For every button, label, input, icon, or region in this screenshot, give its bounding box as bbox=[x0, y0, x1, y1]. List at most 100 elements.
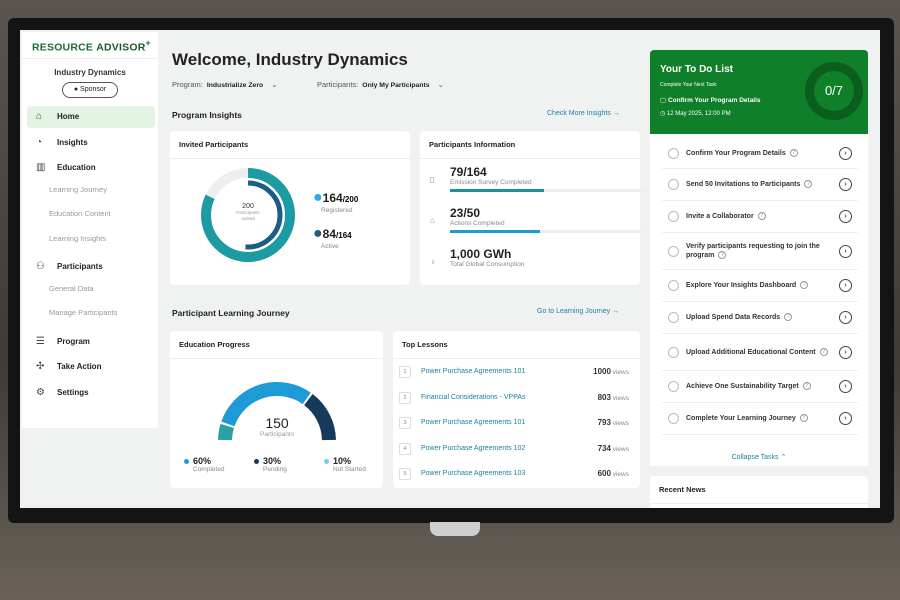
sidebar-item[interactable]: ✣ Take Action bbox=[27, 356, 155, 378]
chevron-right-icon[interactable]: › bbox=[839, 345, 852, 359]
lesson-row: 4 Power Purchase Agreements 102 734 views bbox=[399, 438, 635, 463]
sidebar-item[interactable]: ⚙ Settings bbox=[27, 382, 155, 404]
lesson-link[interactable]: Financial Considerations - VPPAs bbox=[421, 393, 526, 401]
clipboard-icon: ▯ bbox=[430, 175, 435, 184]
card-title: Participants Information bbox=[420, 131, 640, 159]
lesson-views: 793 views bbox=[597, 418, 629, 427]
lesson-row: 5 Power Purchase Agreements 103 600 views bbox=[399, 463, 635, 488]
todo-item[interactable]: Verify participants requesting to join t… bbox=[662, 233, 858, 270]
recent-news-title: Recent News bbox=[650, 476, 868, 504]
chevron-right-icon[interactable]: › bbox=[839, 412, 852, 425]
chevron-right-icon[interactable]: › bbox=[839, 210, 852, 223]
help-icon[interactable]: ? bbox=[757, 212, 766, 221]
invited-participants-card: Invited Participants 200 Participants In… bbox=[170, 131, 410, 285]
program-select[interactable]: Program: Industrialize Zero ⌄ bbox=[172, 80, 278, 89]
chevron-right-icon[interactable]: › bbox=[839, 244, 852, 258]
sidebar-item[interactable]: ⌂ Home bbox=[27, 106, 155, 128]
help-icon[interactable]: ? bbox=[789, 148, 798, 157]
checkbox[interactable] bbox=[668, 245, 679, 257]
info-label: Actions Completed bbox=[450, 220, 505, 227]
lesson-row: 3 Power Purchase Agreements 101 793 views bbox=[399, 412, 635, 437]
lesson-link[interactable]: Power Purchase Agreements 103 bbox=[421, 470, 526, 477]
sidebar-subitem[interactable]: Learning Insights bbox=[49, 233, 107, 243]
card-title: Top Lessons bbox=[393, 331, 640, 359]
next-task[interactable]: ▢ Confirm Your Program Details bbox=[660, 97, 761, 104]
lesson-views: 803 views bbox=[597, 392, 629, 402]
lesson-row: 1 Power Purchase Agreements 101 1000 views bbox=[399, 361, 635, 386]
participants-select[interactable]: Participants: Only My Participants ⌄ bbox=[317, 80, 444, 89]
next-task-due: ◷ 12 May 2025, 12:00 PM bbox=[660, 111, 731, 117]
role-badge[interactable]: ● Sponsor bbox=[62, 82, 118, 98]
todo-item[interactable]: Achieve One Sustainability Target? › bbox=[662, 371, 858, 403]
todo-item[interactable]: Complete Your Learning Journey? › bbox=[662, 403, 858, 435]
todo-label: Send 50 Invitations to Participants bbox=[686, 181, 801, 188]
help-icon[interactable]: ? bbox=[819, 347, 828, 356]
collapse-tasks-button[interactable]: Collapse Tasks ⌃ bbox=[731, 454, 787, 461]
todo-title: Your To Do List bbox=[660, 64, 733, 75]
divider bbox=[22, 58, 158, 59]
chevron-right-icon[interactable]: › bbox=[839, 311, 852, 324]
go-to-learning-journey-link[interactable]: Go to Learning Journey → bbox=[537, 308, 620, 315]
checkbox[interactable] bbox=[668, 211, 679, 222]
sidebar-item[interactable]: ☰ Program bbox=[27, 331, 155, 353]
lesson-rank: 2 bbox=[399, 391, 411, 404]
todo-label-wrap: Upload Additional Educational Content? bbox=[686, 347, 833, 357]
todo-label-wrap: Achieve One Sustainability Target? bbox=[686, 382, 833, 391]
chevron-right-icon[interactable]: › bbox=[839, 178, 852, 191]
invited-count: 200 bbox=[242, 203, 254, 210]
todo-item[interactable]: Confirm Your Program Details? › bbox=[662, 138, 858, 169]
checkbox[interactable] bbox=[668, 346, 679, 358]
info-value: 79/164 bbox=[450, 165, 487, 179]
list-icon: ☰ bbox=[36, 335, 45, 347]
house-icon: ⌂ bbox=[430, 216, 435, 225]
help-icon[interactable]: ? bbox=[802, 382, 811, 391]
sidebar-subitem[interactable]: General Data bbox=[49, 283, 94, 293]
sidebar-subitem[interactable]: Manage Participants bbox=[49, 308, 118, 317]
checkbox[interactable] bbox=[668, 179, 679, 190]
todo-label-wrap: Upload Spend Data Records? bbox=[686, 313, 833, 322]
help-icon[interactable]: ? bbox=[718, 251, 727, 260]
progress-bar bbox=[450, 230, 645, 233]
sidebar-subitem[interactable]: Education Content bbox=[49, 209, 111, 218]
checkbox[interactable] bbox=[668, 413, 679, 424]
lightbulb-icon: ♁ bbox=[430, 257, 436, 266]
todo-item[interactable]: Upload Spend Data Records? › bbox=[662, 302, 858, 334]
chevron-right-icon[interactable]: › bbox=[839, 279, 852, 292]
checkbox[interactable] bbox=[668, 381, 679, 392]
help-icon[interactable]: ? bbox=[804, 180, 813, 189]
checkbox[interactable] bbox=[668, 147, 679, 159]
active-arc bbox=[213, 180, 283, 250]
todo-item[interactable]: Upload Additional Educational Content? › bbox=[662, 334, 858, 371]
sidebar-item[interactable]: ▥ Education bbox=[27, 157, 155, 179]
help-icon[interactable]: ? bbox=[784, 313, 793, 322]
check-more-insights-link[interactable]: Check More Insights → bbox=[547, 110, 620, 117]
todo-label-wrap: Verify participants requesting to join t… bbox=[686, 242, 833, 260]
chevron-right-icon[interactable]: › bbox=[839, 380, 852, 393]
people-icon: ⚇ bbox=[36, 261, 45, 272]
todo-label-wrap: Send 50 Invitations to Participants? bbox=[686, 180, 833, 189]
checkbox[interactable] bbox=[668, 280, 679, 291]
lesson-views: 1000 views bbox=[593, 367, 629, 376]
lesson-link[interactable]: Power Purchase Agreements 102 bbox=[421, 444, 526, 452]
top-lessons-card: Top Lessons 1 Power Purchase Agreements 1… bbox=[393, 331, 640, 488]
lesson-row: 2 Financial Considerations - VPPAs 803 vie… bbox=[399, 387, 635, 412]
todo-label: Achieve One Sustainability Target bbox=[686, 383, 799, 390]
todo-item[interactable]: Invite a Collaborator? › bbox=[662, 201, 858, 233]
gauge-segment-completed bbox=[221, 382, 311, 427]
todo-label: Invite a Collaborator bbox=[686, 213, 754, 220]
lesson-link[interactable]: Power Purchase Agreements 101 bbox=[421, 419, 526, 426]
lesson-link[interactable]: Power Purchase Agreements 101 bbox=[421, 368, 526, 375]
todo-item[interactable]: Send 50 Invitations to Participants? › bbox=[662, 169, 858, 201]
help-icon[interactable]: ? bbox=[800, 281, 809, 290]
participants-total-label: Participants bbox=[260, 431, 294, 438]
sidebar-item[interactable]: ◔ Insights bbox=[27, 132, 155, 154]
sidebar-item[interactable]: ⚇ Participants bbox=[27, 256, 155, 278]
gauge-segment-not-started bbox=[218, 423, 234, 441]
help-icon[interactable]: ? bbox=[799, 414, 808, 423]
book-icon: ▥ bbox=[36, 162, 46, 173]
sidebar-subitem[interactable]: Learning Journey bbox=[49, 184, 107, 194]
chevron-right-icon[interactable]: › bbox=[839, 146, 852, 160]
lesson-views: 600 views bbox=[597, 469, 629, 478]
checkbox[interactable] bbox=[668, 312, 679, 323]
todo-item[interactable]: Explore Your Insights Dashboard? › bbox=[662, 270, 858, 302]
